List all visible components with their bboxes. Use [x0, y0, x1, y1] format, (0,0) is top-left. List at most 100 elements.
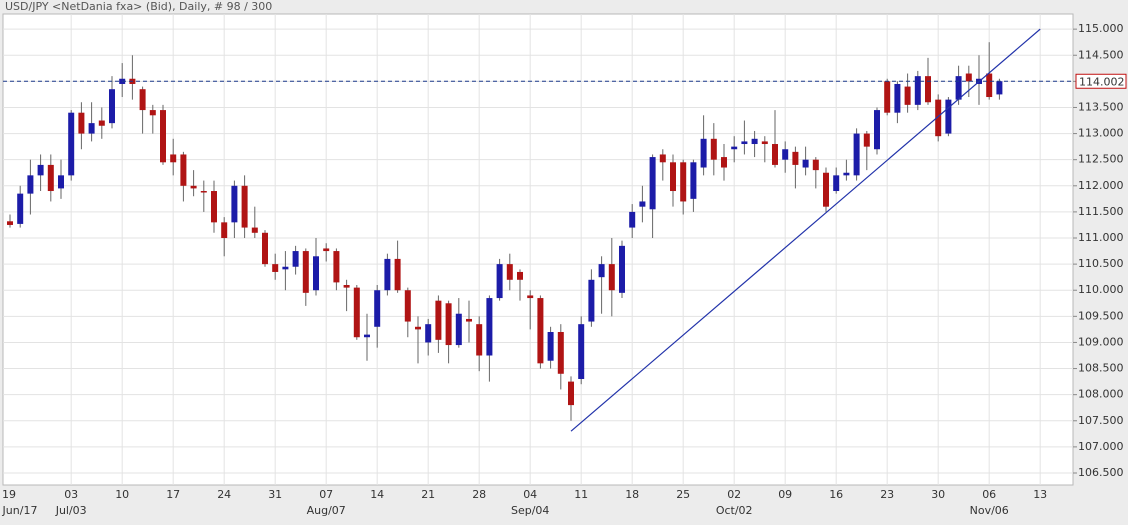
candle-body	[68, 112, 75, 176]
candle-body	[180, 154, 187, 186]
candle-body	[690, 162, 697, 199]
candle-body	[160, 110, 166, 163]
candle-body	[792, 151, 799, 165]
chart-title: USD/JPY <NetDania fxa> (Bid), Daily, # 9…	[5, 0, 272, 13]
candle-body	[823, 172, 829, 207]
candle-body	[945, 99, 952, 134]
candle-body	[557, 332, 564, 374]
candle-body	[323, 248, 330, 252]
candle-body	[200, 191, 207, 193]
x-tick-label: 06	[982, 488, 996, 501]
candle-body	[965, 73, 972, 82]
candle-body	[659, 154, 666, 163]
candle-body	[731, 146, 738, 150]
candle-body	[88, 123, 95, 134]
candle-body	[7, 221, 13, 225]
candle-body	[914, 76, 921, 105]
x-month-label: Jul/03	[55, 504, 87, 517]
y-tick-label: 112.000	[1078, 179, 1124, 192]
y-tick-label: 113.500	[1078, 100, 1124, 113]
candle-body	[343, 285, 350, 288]
candle-body	[98, 120, 105, 126]
candle-body	[445, 303, 452, 346]
y-tick-label: 111.500	[1078, 205, 1124, 218]
candle-body	[415, 326, 421, 330]
candle-body	[435, 300, 442, 340]
candle-body	[608, 264, 615, 291]
candle-body	[578, 324, 585, 379]
candle-body	[670, 162, 676, 192]
candle-body	[772, 144, 778, 165]
x-tick-label: 07	[319, 488, 333, 501]
x-month-label: Oct/02	[716, 504, 753, 517]
candle-body	[761, 141, 768, 145]
x-tick-label: 11	[574, 488, 588, 501]
candle-body	[986, 73, 993, 98]
y-tick-label: 106.500	[1078, 466, 1124, 479]
y-tick-label: 110.000	[1078, 283, 1124, 296]
x-tick-label: 17	[166, 488, 180, 501]
y-tick-label: 113.000	[1078, 127, 1124, 140]
x-month-label: Sep/04	[511, 504, 549, 517]
candle-body	[884, 81, 891, 113]
candle-body	[27, 175, 34, 194]
candle-body	[741, 141, 748, 145]
x-tick-label: 09	[778, 488, 792, 501]
x-tick-label: 19	[2, 488, 16, 501]
x-tick-label: 25	[676, 488, 690, 501]
candle-body	[302, 251, 309, 293]
candle-body	[272, 264, 279, 272]
y-tick-label: 108.000	[1078, 388, 1124, 401]
candle-body	[853, 133, 860, 176]
candle-body	[333, 251, 340, 283]
candle-body	[527, 295, 534, 299]
y-tick-label: 112.500	[1078, 153, 1124, 166]
candle-body	[568, 381, 574, 406]
candle-body	[843, 172, 850, 176]
last-price-box	[1075, 73, 1127, 89]
x-tick-label: 30	[931, 488, 945, 501]
candle-body	[506, 264, 513, 280]
candle-body	[517, 271, 523, 280]
candle-body	[313, 256, 319, 291]
candle-body	[547, 332, 554, 361]
candle-body	[619, 245, 625, 293]
y-tick-label: 107.000	[1078, 440, 1124, 453]
candle-body	[262, 232, 268, 265]
plot-layer	[3, 14, 1073, 485]
candle-body	[721, 157, 727, 168]
candle-body	[364, 334, 370, 338]
x-tick-label: 16	[829, 488, 843, 501]
candle-body	[833, 175, 840, 192]
trendline	[570, 28, 1041, 432]
candle-body	[211, 191, 217, 223]
candle-body	[139, 89, 146, 111]
y-tick-label: 109.000	[1078, 335, 1124, 348]
candle-body	[374, 290, 381, 327]
x-tick-label: 10	[115, 488, 129, 501]
y-tick-label: 110.500	[1078, 257, 1124, 270]
candle-body	[955, 76, 962, 100]
last-price-label: 114.002	[1079, 75, 1125, 88]
x-tick-label: 24	[217, 488, 231, 501]
candle-body	[710, 138, 717, 160]
x-tick-label: 18	[625, 488, 639, 501]
candle-body	[935, 99, 942, 137]
candle-body	[639, 201, 646, 207]
candle-body	[598, 264, 605, 278]
y-tick-label: 108.500	[1078, 362, 1124, 375]
candle-body	[925, 76, 931, 103]
candle-body	[149, 110, 156, 116]
x-tick-label: 13	[1033, 488, 1047, 501]
plot-area	[2, 13, 1074, 486]
y-tick-label: 109.500	[1078, 309, 1124, 322]
candle-body	[486, 298, 493, 356]
candle-body	[863, 133, 870, 147]
candle-body	[47, 164, 54, 192]
candle-body	[394, 258, 401, 291]
x-tick-label: 14	[370, 488, 384, 501]
candle-body	[425, 324, 432, 343]
candle-body	[251, 227, 258, 233]
candle-body	[109, 89, 115, 124]
